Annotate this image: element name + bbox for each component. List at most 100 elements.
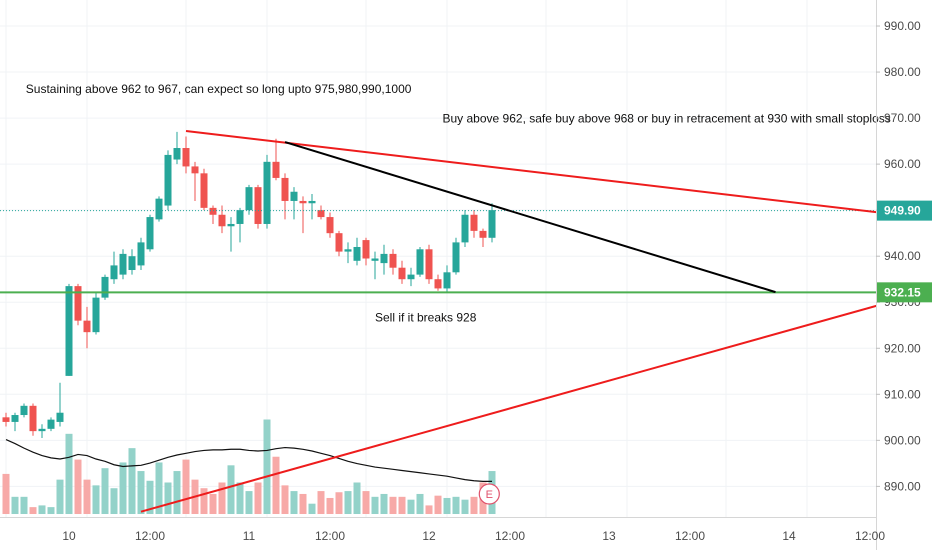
candle (209, 205, 217, 224)
candle (191, 161, 199, 201)
volume-bar (92, 485, 100, 514)
candle (299, 196, 307, 234)
candle-body (479, 230, 487, 238)
trendline (284, 141, 776, 294)
candle (263, 154, 271, 229)
candle (317, 205, 325, 220)
candle (470, 210, 478, 238)
volume-bar (353, 482, 361, 514)
y-tick-label: 890.00 (884, 479, 921, 493)
candle-body (335, 233, 343, 252)
candle-body (299, 200, 307, 204)
candle (74, 283, 82, 326)
candle-body (407, 274, 415, 280)
candle (38, 424, 46, 439)
candle-body (488, 210, 496, 238)
volume-bar (362, 491, 370, 514)
candle-body (173, 148, 181, 160)
candle-body (425, 249, 433, 280)
volume-ma-line (5, 438, 492, 482)
support-price-tag: 932.15 (877, 282, 932, 303)
trendlines[interactable] (140, 129, 932, 513)
current-price-tag-bg (877, 200, 932, 221)
volume-bar (173, 471, 181, 514)
candle (389, 249, 397, 275)
volume-bar (452, 496, 460, 514)
candle-body (380, 253, 388, 264)
candle-body (461, 214, 469, 243)
candle (380, 244, 388, 275)
candle-body (38, 428, 46, 432)
candle (2, 412, 10, 427)
candle (47, 417, 55, 432)
volume-bar (227, 465, 235, 514)
x-tick-label: 14 (782, 529, 796, 543)
candle-body (101, 276, 109, 298)
candle (434, 274, 442, 291)
candle-body (29, 405, 37, 432)
candle (164, 150, 172, 211)
volume-bar (299, 493, 307, 514)
earnings-marker-layer[interactable]: E (478, 483, 500, 505)
volume-bar (101, 468, 109, 514)
volume-bar (245, 491, 253, 514)
candle (20, 403, 28, 418)
x-tick-label: 12:00 (855, 529, 885, 543)
candle-body (308, 200, 316, 204)
y-tick-label: 920.00 (884, 341, 921, 355)
support-price-tag-label: 932.15 (884, 285, 921, 299)
volume-bar (344, 491, 352, 514)
volume-bar (2, 473, 10, 514)
volume-bar (110, 488, 118, 514)
x-tick-label: 12:00 (495, 529, 525, 543)
candle (119, 249, 127, 280)
volume-bar (236, 482, 244, 514)
candle-body (164, 154, 172, 206)
trendline (185, 129, 876, 214)
annotation-text: Sustaining above 962 to 967, can expect … (26, 82, 412, 96)
volume-bar (371, 496, 379, 514)
volume-bar (83, 479, 91, 514)
earnings-marker-label: E (486, 489, 493, 501)
x-tick-label: 13 (602, 529, 616, 543)
grid (0, 0, 876, 517)
y-tick-label: 980.00 (884, 65, 921, 79)
candle (254, 184, 262, 229)
candle (443, 265, 451, 294)
candle (281, 173, 289, 220)
candle-body (434, 279, 442, 289)
candle-body (452, 242, 460, 273)
candle (488, 203, 496, 243)
volume-bar (74, 459, 82, 514)
volume-bar (146, 480, 154, 514)
candle (407, 267, 415, 287)
candle-body (281, 177, 289, 201)
candle-body (11, 415, 19, 422)
current-price-tag-label: 949.90 (884, 204, 921, 218)
volume-moving-average (5, 438, 492, 482)
candle-body (155, 198, 163, 220)
candle (425, 244, 433, 284)
candle-body (191, 166, 199, 174)
y-tick-label: 940.00 (884, 249, 921, 263)
volume-bar (281, 485, 289, 514)
y-tick-label: 960.00 (884, 157, 921, 171)
volume-bar (290, 491, 298, 514)
volume-bar (326, 497, 334, 514)
volume-bar (200, 488, 208, 514)
x-tick-label: 12 (422, 529, 436, 543)
x-tick-label: 12:00 (675, 529, 705, 543)
candle-body (245, 187, 253, 211)
candle (452, 237, 460, 275)
price-levels (0, 210, 876, 294)
earnings-marker[interactable]: E (478, 483, 500, 505)
candle-body (119, 253, 127, 275)
candle-body (2, 417, 10, 422)
volume-bar (38, 505, 46, 514)
candle-body (263, 161, 271, 224)
volume-bar (389, 496, 397, 514)
candle-body (200, 173, 208, 208)
candle-body (362, 240, 370, 259)
